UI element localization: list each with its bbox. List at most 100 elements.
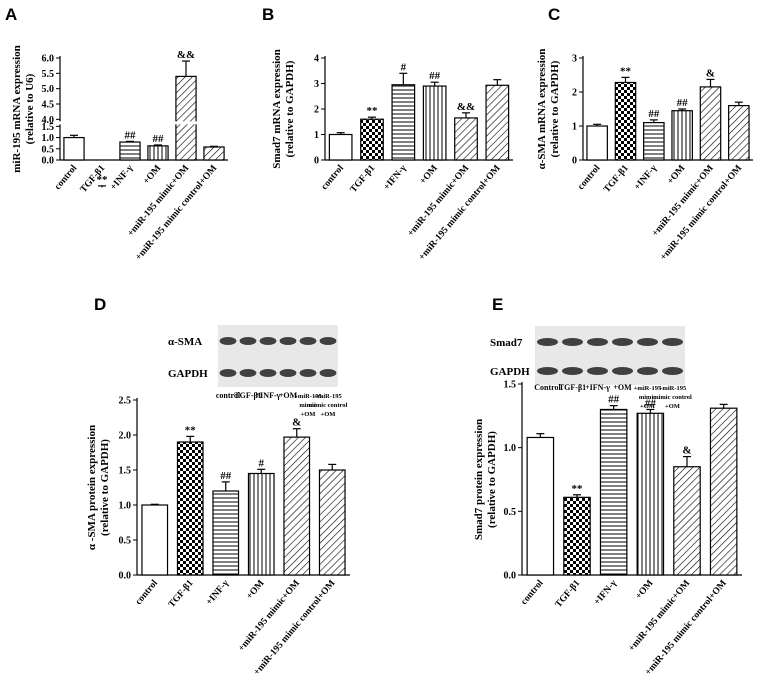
y-tick-label: 1.5	[119, 466, 132, 477]
y-axis-label: (relative to GAPDH)	[284, 60, 296, 157]
y-tick-label: 2.0	[119, 431, 132, 442]
blot-band	[562, 367, 583, 375]
blot-lane-label: +OM	[640, 403, 655, 410]
significance-label: **	[97, 174, 109, 186]
x-tick-label: +OM	[245, 578, 267, 601]
blot-label: GAPDH	[168, 368, 208, 380]
blot-lane-label: mimic	[639, 394, 656, 401]
y-axis-label: (relative to GAPDH)	[99, 439, 111, 536]
y-tick-label: 1.0	[42, 133, 55, 144]
blot-band	[219, 369, 237, 377]
blot-lane-label: TGF-β1	[559, 383, 586, 392]
y-tick-label: 2	[314, 105, 319, 116]
x-tick-label: TGF-β1	[602, 163, 631, 194]
x-tick-label: +miR-195 mimic+OM	[237, 578, 302, 653]
y-axis-label: α -SMA protein expression	[86, 425, 98, 550]
blot-band	[319, 369, 337, 377]
bar	[643, 121, 665, 161]
blot-lane-label: +OM	[613, 383, 632, 392]
y-tick-label: 0.0	[504, 571, 517, 582]
blot-band	[319, 337, 337, 345]
blot-band	[279, 337, 297, 345]
bar	[673, 466, 701, 576]
x-tick-label: TGF-β1	[554, 578, 583, 609]
blot-band	[612, 338, 633, 346]
blot-band	[637, 367, 658, 375]
bar	[176, 441, 204, 576]
blot-lane-label: mimic	[299, 402, 316, 409]
blot-band	[279, 369, 297, 377]
significance-label: **	[367, 105, 379, 117]
significance-label: ##	[125, 129, 137, 141]
bar	[699, 86, 722, 161]
significance-label: &	[682, 445, 691, 457]
y-axis-label: miR-195 mRNA expression	[11, 45, 23, 173]
y-tick-label: 2	[572, 88, 577, 99]
blot-lane-label: +miR-195	[314, 393, 342, 400]
y-tick-label: 5.5	[42, 69, 55, 80]
y-axis-label: α-SMA mRNA expression	[536, 49, 548, 170]
blot-lane-label: +IFN-γ	[585, 383, 610, 392]
x-tick-label: +OM	[418, 163, 440, 186]
bar	[709, 407, 738, 576]
x-tick-label: control	[53, 163, 79, 192]
blot-lane-label: +miR-195	[634, 385, 662, 392]
x-tick-label: +miR-195 mimic control+OM	[644, 578, 729, 677]
y-tick-label: 5.0	[42, 84, 55, 95]
blot-band	[537, 338, 558, 346]
blot-lane-label: +OM	[665, 403, 680, 410]
significance-label: ##	[220, 470, 232, 482]
x-tick-label: control	[519, 578, 545, 607]
x-tick-label: +INF-γ	[109, 163, 136, 192]
blot-band	[259, 369, 277, 377]
bar	[360, 118, 384, 161]
significance-label: &	[292, 417, 301, 429]
y-tick-label: 0.5	[42, 144, 55, 155]
x-tick-label: +OM	[142, 163, 164, 186]
bar	[328, 133, 353, 161]
bar	[586, 125, 608, 161]
blot-band	[537, 367, 558, 375]
blot-lane-label: +OM	[279, 391, 298, 400]
blot-band	[587, 367, 608, 375]
significance-label: ##	[429, 70, 441, 82]
y-tick-label: 6.0	[42, 54, 55, 65]
y-tick-label: 0	[314, 156, 319, 167]
blot-background	[535, 326, 685, 385]
panel-label: A	[5, 5, 17, 24]
y-tick-label: 1.0	[119, 501, 132, 512]
axis-break	[55, 121, 229, 125]
significance-label: **	[620, 65, 632, 77]
blot-band	[219, 337, 237, 345]
bar	[422, 85, 447, 161]
bar	[599, 408, 628, 576]
blot-background	[218, 325, 338, 387]
blot-band	[239, 337, 257, 345]
y-tick-label: 0	[572, 156, 577, 167]
blot-lane-label: TGF-β1	[234, 391, 261, 400]
bar	[175, 75, 197, 161]
y-tick-label: 2.5	[119, 396, 132, 407]
x-tick-label: +IFN-γ	[382, 163, 409, 192]
y-tick-label: 0.5	[504, 507, 517, 518]
y-axis-label: (relative to GAPDH)	[549, 60, 561, 157]
x-tick-label: +OM	[666, 163, 688, 186]
x-tick-label: TGF-β1	[167, 578, 196, 609]
x-tick-label: +INF-γ	[633, 163, 660, 192]
bar	[671, 110, 693, 161]
y-axis-label: Smad7 mRNA expression	[271, 49, 283, 169]
significance-label: &	[706, 67, 715, 79]
blot-band	[637, 338, 658, 346]
bar	[247, 472, 275, 576]
blot-band	[587, 338, 608, 346]
significance-label: **	[185, 424, 197, 436]
bar	[147, 145, 169, 161]
blot-band	[239, 369, 257, 377]
significance-label: &&	[457, 101, 475, 113]
x-tick-label: +INF-γ	[204, 578, 231, 607]
panel-label: E	[492, 295, 503, 314]
x-tick-label: control	[320, 163, 346, 192]
blot-band	[662, 338, 683, 346]
y-tick-label: 1.5	[42, 122, 55, 133]
